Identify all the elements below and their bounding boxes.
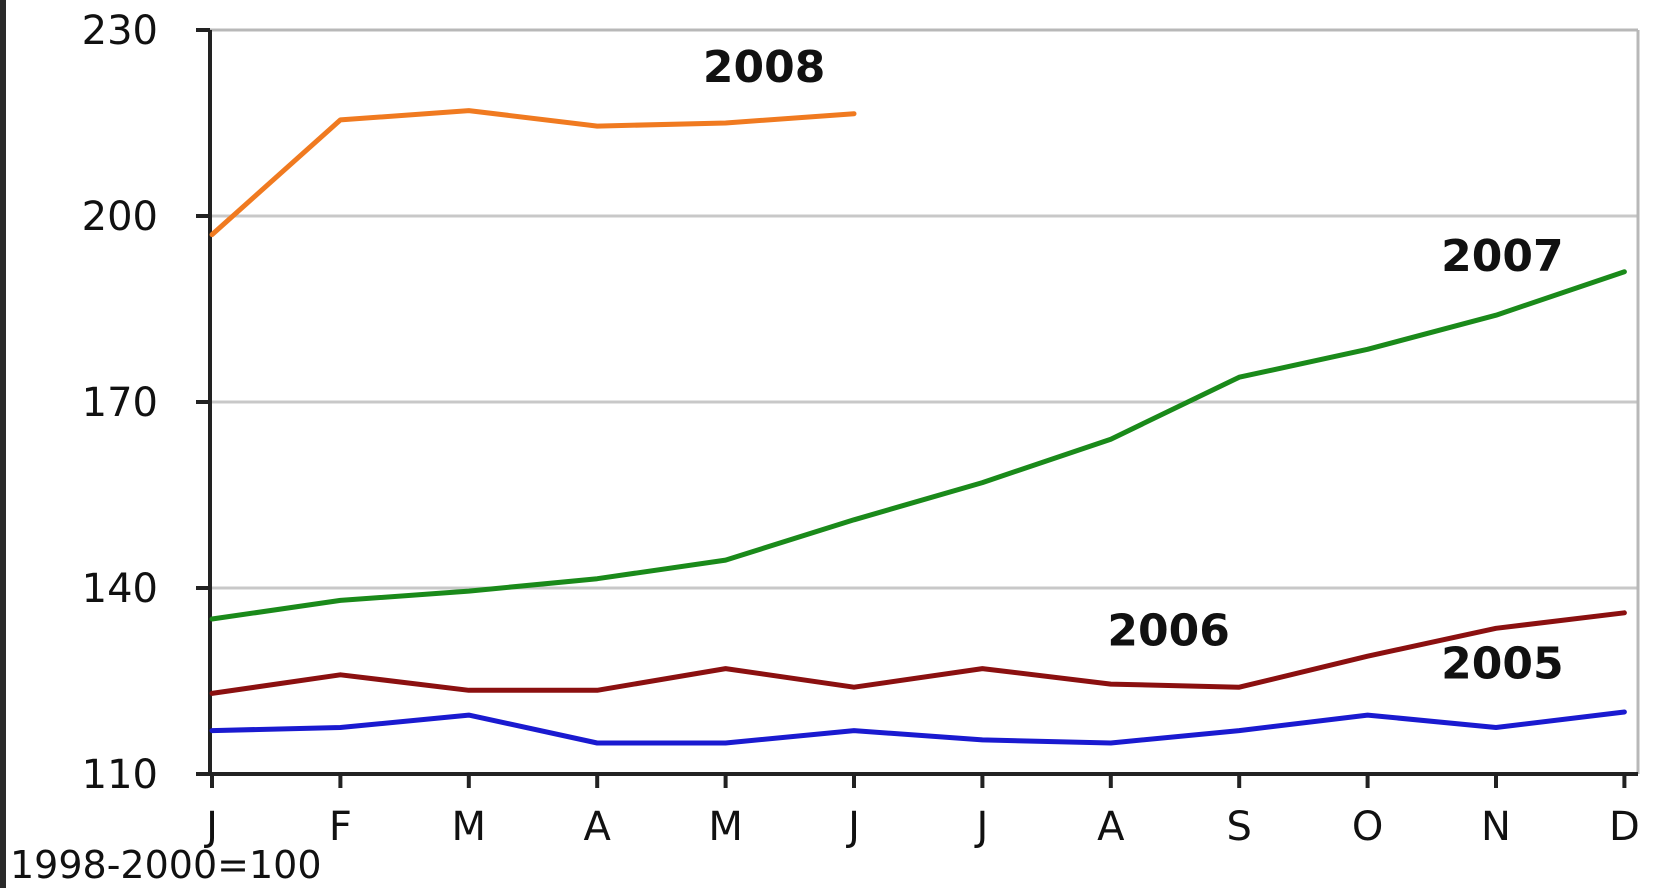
series-line-2008 <box>209 108 857 238</box>
y-tick-label: 140 <box>82 566 158 612</box>
x-tick-label: N <box>1481 804 1511 850</box>
series-label-2008: 2008 <box>703 42 825 93</box>
x-tick-label: J <box>203 804 218 850</box>
series-line-2006 <box>209 610 1627 696</box>
axes <box>196 28 1640 788</box>
y-tick-label: 230 <box>82 8 158 54</box>
y-tick-labels: 110 140 170 200 230 <box>82 8 158 798</box>
y-tick-label: 170 <box>82 380 158 426</box>
x-tick-label: J <box>845 804 860 850</box>
x-tick-label: O <box>1352 804 1383 850</box>
series-line-2005 <box>209 709 1627 746</box>
gridlines <box>210 214 1638 590</box>
x-tick-label: D <box>1609 804 1640 850</box>
y-tick-label: 110 <box>82 752 158 798</box>
x-tick-label: F <box>329 804 352 850</box>
series-line-2007 <box>209 269 1627 622</box>
series-label-2007: 2007 <box>1441 231 1563 282</box>
x-tick-label: J <box>974 804 989 850</box>
index-base-note: 1998-2000=100 <box>10 843 322 887</box>
x-tick-label: M <box>708 804 743 850</box>
left-border <box>0 0 6 888</box>
series-label-2006: 2006 <box>1107 605 1229 656</box>
y-tick-label: 200 <box>82 194 158 240</box>
x-tick-label: A <box>584 804 612 850</box>
series-label-2005: 2005 <box>1441 639 1563 690</box>
series-labels: 2005 2006 2007 2008 <box>703 42 1564 690</box>
series-lines <box>209 108 1627 746</box>
x-tick-label: M <box>452 804 487 850</box>
x-tick-label: A <box>1097 804 1125 850</box>
x-tick-label: S <box>1227 804 1252 850</box>
